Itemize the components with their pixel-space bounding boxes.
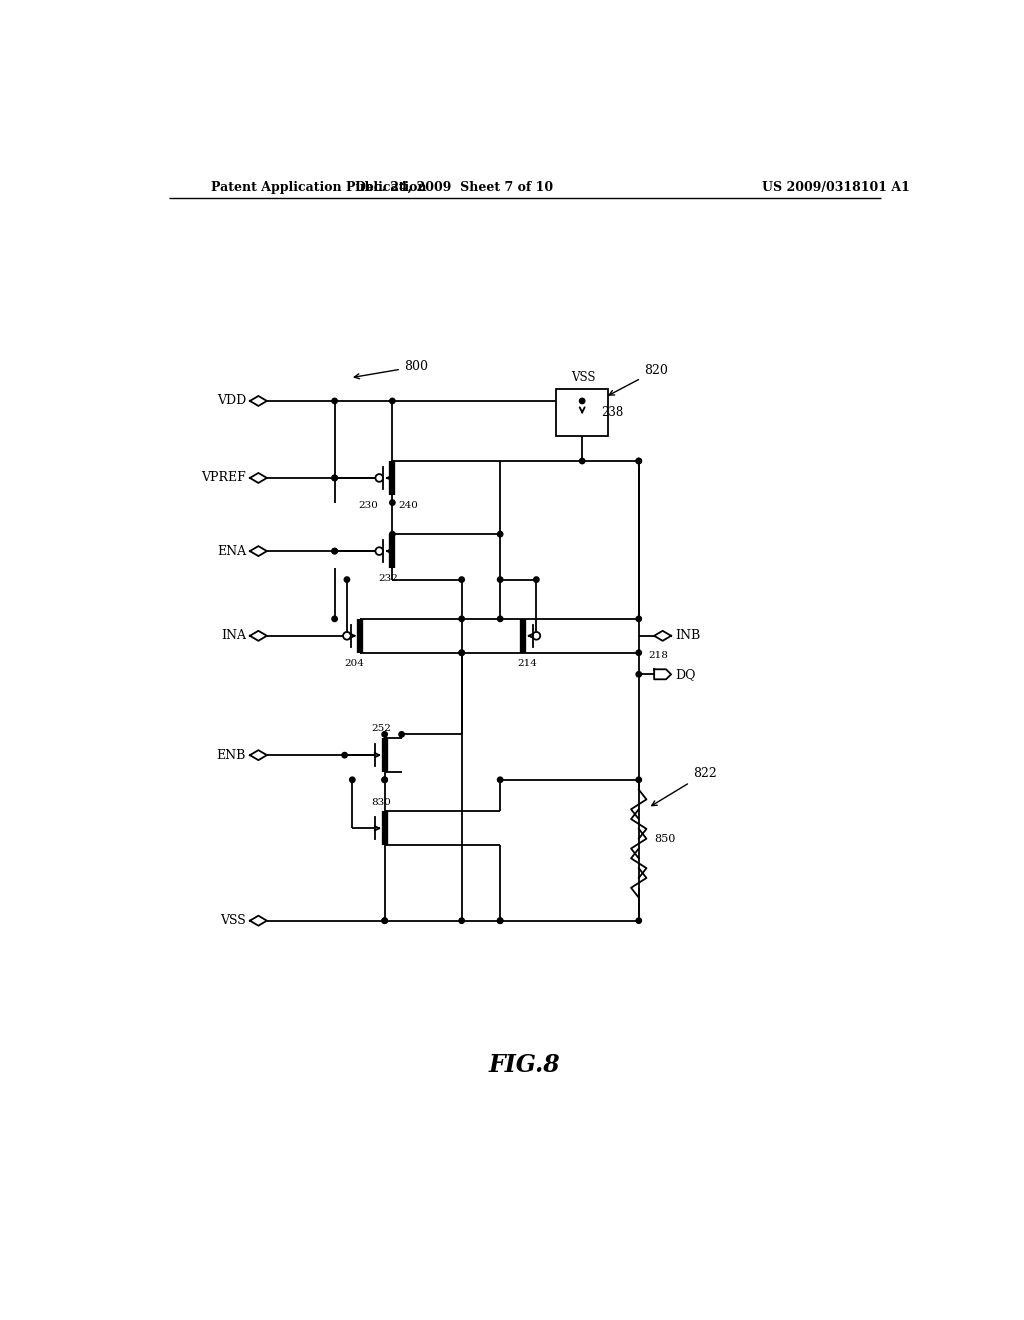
Circle shape xyxy=(332,399,337,404)
Text: ENA: ENA xyxy=(217,545,246,557)
Circle shape xyxy=(382,917,387,924)
Circle shape xyxy=(459,649,464,656)
Circle shape xyxy=(636,777,641,783)
Circle shape xyxy=(459,616,464,622)
Text: FIG.8: FIG.8 xyxy=(488,1053,561,1077)
Circle shape xyxy=(636,458,641,463)
Circle shape xyxy=(534,577,539,582)
Circle shape xyxy=(399,731,404,737)
Circle shape xyxy=(636,616,641,622)
Text: VSS: VSS xyxy=(220,915,246,927)
Circle shape xyxy=(342,752,347,758)
Text: VDD: VDD xyxy=(217,395,246,408)
Circle shape xyxy=(344,577,349,582)
Circle shape xyxy=(459,917,464,924)
Circle shape xyxy=(390,532,395,537)
Text: 232: 232 xyxy=(379,574,398,583)
Text: 214: 214 xyxy=(517,659,537,668)
Circle shape xyxy=(498,917,503,924)
Text: VPREF: VPREF xyxy=(202,471,246,484)
Circle shape xyxy=(332,548,337,554)
Text: US 2009/0318101 A1: US 2009/0318101 A1 xyxy=(762,181,910,194)
Circle shape xyxy=(498,777,503,783)
Text: 800: 800 xyxy=(354,360,428,379)
Text: 850: 850 xyxy=(654,834,676,843)
Circle shape xyxy=(390,399,395,404)
Text: 230: 230 xyxy=(358,502,379,510)
Text: 240: 240 xyxy=(398,502,419,510)
Circle shape xyxy=(498,532,503,537)
Text: 238: 238 xyxy=(601,407,624,418)
Text: 204: 204 xyxy=(344,659,364,668)
Circle shape xyxy=(636,917,641,924)
Circle shape xyxy=(636,649,641,656)
Circle shape xyxy=(498,616,503,622)
Text: 218: 218 xyxy=(648,651,668,660)
Text: Dec. 24, 2009  Sheet 7 of 10: Dec. 24, 2009 Sheet 7 of 10 xyxy=(355,181,553,194)
Circle shape xyxy=(580,399,585,404)
Circle shape xyxy=(636,458,641,463)
Text: 252: 252 xyxy=(371,725,391,734)
Bar xyxy=(556,389,608,436)
Text: Patent Application Publication: Patent Application Publication xyxy=(211,181,427,194)
Circle shape xyxy=(498,577,503,582)
Circle shape xyxy=(459,577,464,582)
Circle shape xyxy=(390,500,395,506)
Circle shape xyxy=(332,548,337,554)
Circle shape xyxy=(580,458,585,463)
Circle shape xyxy=(382,917,387,924)
Text: ENB: ENB xyxy=(217,748,246,762)
Text: 830: 830 xyxy=(371,797,391,807)
Circle shape xyxy=(459,649,464,656)
Text: INB: INB xyxy=(675,630,700,643)
Circle shape xyxy=(332,616,337,622)
Text: INA: INA xyxy=(221,630,246,643)
Text: VSS: VSS xyxy=(571,371,596,384)
Circle shape xyxy=(332,475,337,480)
Circle shape xyxy=(498,917,503,924)
Circle shape xyxy=(382,731,387,737)
Text: 820: 820 xyxy=(609,364,668,395)
Text: 822: 822 xyxy=(651,767,717,805)
Circle shape xyxy=(349,777,355,783)
Circle shape xyxy=(382,777,387,783)
Circle shape xyxy=(636,672,641,677)
Text: DQ: DQ xyxy=(675,668,695,681)
Circle shape xyxy=(332,475,337,480)
Circle shape xyxy=(382,777,387,783)
